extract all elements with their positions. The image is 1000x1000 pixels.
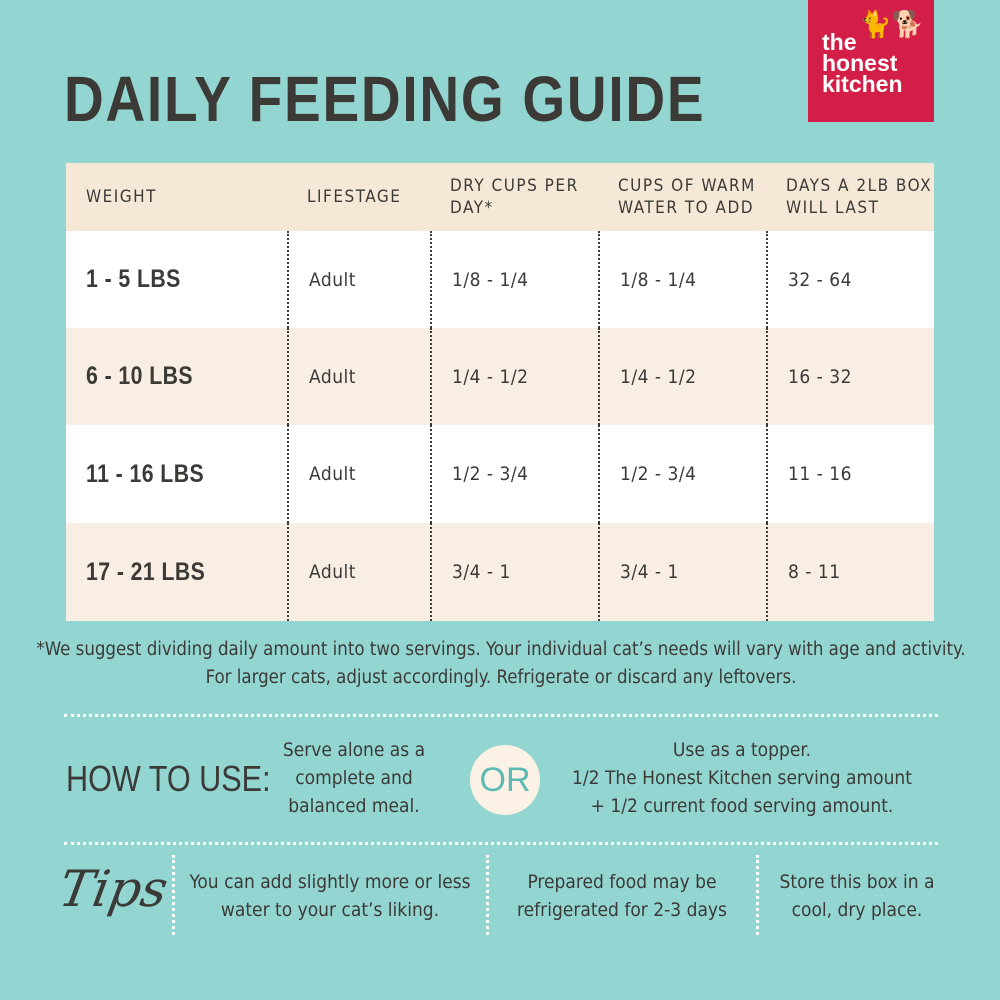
or-badge: OR (470, 745, 540, 815)
cell-days: 8 - 11 (766, 523, 934, 621)
cell-text: 1/8 - 1/4 (620, 268, 697, 291)
cell-text: Adult (309, 365, 356, 388)
tip-item: You can add slightly more or less water … (189, 871, 471, 921)
header-days: DAYS A 2LB BOX WILL LAST (786, 176, 933, 218)
cell-lifestage: Adult (287, 425, 430, 523)
cell-days: 16 - 32 (766, 328, 934, 425)
logo-text: honest (822, 50, 898, 76)
cell-weight: 17 - 21 LBS (66, 523, 287, 621)
cell-text: 32 - 64 (788, 268, 853, 291)
cell-text: 17 - 21 LBS (86, 557, 206, 586)
tip-item: Store this box in a cool, dry place. (779, 871, 935, 921)
cell-text: 1/4 - 1/2 (620, 365, 697, 388)
dotted-divider (64, 714, 938, 717)
table-row: 1 - 5 LBS Adult 1/8 - 1/4 1/8 - 1/4 32 - 64 (66, 231, 934, 328)
table-header: WEIGHT LIFESTAGE DRY CUPS PER DAY* CUPS … (66, 163, 934, 231)
cell-text: 1/4 - 1/2 (452, 365, 529, 388)
cell-days: 11 - 16 (766, 425, 934, 523)
cell-text: 3/4 - 1 (620, 561, 679, 583)
dotted-divider (64, 842, 938, 845)
cell-text: Adult (309, 268, 356, 291)
cell-dry-cups: 1/8 - 1/4 (430, 231, 598, 328)
cell-text: 11 - 16 LBS (86, 459, 205, 488)
header-lifestage: LIFESTAGE (307, 187, 402, 207)
how-to-use-label: HOW TO USE: (66, 758, 271, 799)
cell-water: 1/8 - 1/4 (598, 231, 766, 328)
dotted-divider (756, 855, 759, 935)
feeding-table: WEIGHT LIFESTAGE DRY CUPS PER DAY* CUPS … (66, 163, 934, 621)
option-topper-title: Use as a topper. (672, 739, 812, 761)
footnote: *We suggest dividing daily amount into t… (36, 639, 966, 688)
cell-text: Adult (309, 561, 356, 583)
cell-text: 8 - 11 (788, 561, 841, 583)
table-row: 11 - 16 LBS Adult 1/2 - 3/4 1/2 - 3/4 11 - 1… (66, 425, 934, 523)
cell-text: 3/4 - 1 (452, 561, 511, 583)
cell-text: 1 - 5 LBS (86, 265, 181, 293)
brand-logo: 🐈🐕 the honest kitchen (808, 0, 934, 122)
header-dry-cups: DRY CUPS PER DAY* (450, 176, 579, 218)
option-topper-line: + 1/2 current food serving amount. (590, 795, 894, 817)
cell-weight: 11 - 16 LBS (66, 425, 287, 523)
logo-text: the (822, 29, 857, 55)
cell-weight: 6 - 10 LBS (66, 328, 287, 425)
cell-weight: 1 - 5 LBS (66, 231, 287, 328)
cell-text: 1/2 - 3/4 (620, 463, 697, 485)
table-row: 6 - 10 LBS Adult 1/4 - 1/2 1/4 - 1/2 16 - 32 (66, 328, 934, 425)
cell-water: 3/4 - 1 (598, 523, 766, 621)
cell-dry-cups: 3/4 - 1 (430, 523, 598, 621)
cell-lifestage: Adult (287, 231, 430, 328)
tips-label: Tips (54, 860, 173, 918)
dotted-divider (172, 855, 175, 935)
cell-days: 32 - 64 (766, 231, 934, 328)
dotted-divider (486, 855, 489, 935)
cell-text: 1/8 - 1/4 (452, 268, 529, 291)
cell-lifestage: Adult (287, 523, 430, 621)
header-weight: WEIGHT (86, 187, 157, 207)
cell-text: 6 - 10 LBS (86, 362, 193, 390)
cell-dry-cups: 1/4 - 1/2 (430, 328, 598, 425)
cell-text: Adult (309, 463, 356, 485)
cell-lifestage: Adult (287, 328, 430, 425)
cell-text: 16 - 32 (788, 365, 853, 388)
option-topper-line: 1/2 The Honest Kitchen serving amount (572, 767, 912, 789)
page-title: DAILY FEEDING GUIDE (64, 63, 706, 135)
cell-dry-cups: 1/2 - 3/4 (430, 425, 598, 523)
header-water: CUPS OF WARM WATER TO ADD (618, 176, 756, 218)
cell-text: 1/2 - 3/4 (452, 463, 529, 485)
tip-item: Prepared food may be refrigerated for 2-… (517, 871, 727, 921)
cell-text: 11 - 16 (788, 463, 853, 485)
cell-water: 1/2 - 3/4 (598, 425, 766, 523)
option-serve-alone: Serve alone as a complete and balanced m… (282, 739, 426, 817)
cell-water: 1/4 - 1/2 (598, 328, 766, 425)
logo-text: kitchen (822, 71, 903, 97)
table-row: 17 - 21 LBS Adult 3/4 - 1 3/4 - 1 8 - 11 (66, 523, 934, 621)
cat-and-dog-silhouette-icon: 🐈🐕 (859, 9, 924, 39)
